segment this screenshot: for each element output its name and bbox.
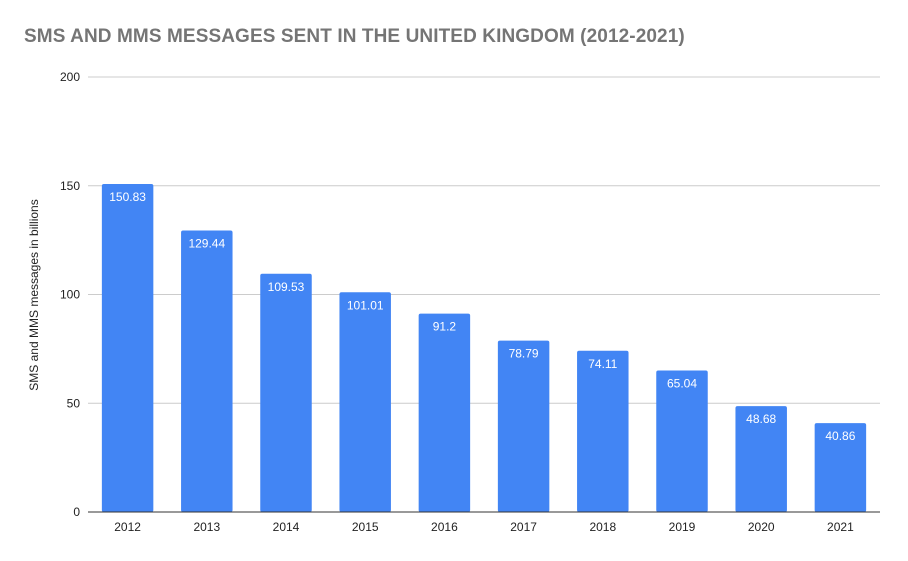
data-label-2012: 150.83 — [109, 190, 146, 204]
data-label-2014: 109.53 — [268, 280, 305, 294]
x-tick-label: 2021 — [827, 520, 854, 534]
y-tick-label: 0 — [73, 505, 80, 519]
y-axis-label: SMS and MMS messages in billions — [27, 199, 41, 390]
data-label-2016: 91.2 — [433, 320, 457, 334]
bar-2021 — [814, 423, 867, 512]
x-tick-label: 2012 — [114, 520, 141, 534]
bars — [101, 183, 867, 512]
x-tick-label: 2014 — [273, 520, 300, 534]
data-label-2021: 40.86 — [825, 429, 855, 443]
data-label-2019: 65.04 — [667, 377, 697, 391]
y-axis-ticks: 0 50 100 150 200 — [60, 70, 80, 519]
x-axis-ticks: 2012 2013 2014 2015 2016 2017 2018 2019 2020 2021 — [114, 520, 854, 534]
x-tick-label: 2020 — [748, 520, 775, 534]
chart-title: SMS AND MMS MESSAGES SENT IN THE UNITED … — [24, 26, 685, 47]
y-tick-label: 100 — [60, 288, 80, 302]
bar-2018 — [577, 350, 629, 512]
x-tick-label: 2018 — [589, 520, 616, 534]
bar-2013 — [181, 230, 233, 512]
bar-2012 — [101, 183, 154, 512]
y-tick-label: 200 — [60, 70, 80, 84]
bar-2014 — [260, 273, 312, 512]
data-label-2018: 74.11 — [588, 357, 617, 371]
bar-2020 — [735, 406, 787, 512]
x-tick-label: 2015 — [352, 520, 379, 534]
bar-2015 — [339, 292, 391, 512]
bar-2019 — [656, 370, 708, 512]
x-tick-label: 2017 — [510, 520, 537, 534]
x-tick-label: 2016 — [431, 520, 458, 534]
data-label-2015: 101.01 — [347, 298, 384, 312]
x-tick-label: 2019 — [669, 520, 696, 534]
x-tick-label: 2013 — [193, 520, 220, 534]
data-labels: 150.83 129.44 109.53 101.01 91.2 78.79 74.11 65… — [109, 190, 855, 443]
data-label-2013: 129.44 — [188, 236, 225, 250]
bar-2017 — [497, 340, 550, 512]
data-label-2017: 78.79 — [509, 347, 539, 361]
bar-2016 — [418, 313, 471, 512]
y-tick-label: 50 — [67, 396, 81, 410]
y-tick-label: 150 — [60, 179, 80, 193]
data-label-2020: 48.68 — [746, 412, 776, 426]
